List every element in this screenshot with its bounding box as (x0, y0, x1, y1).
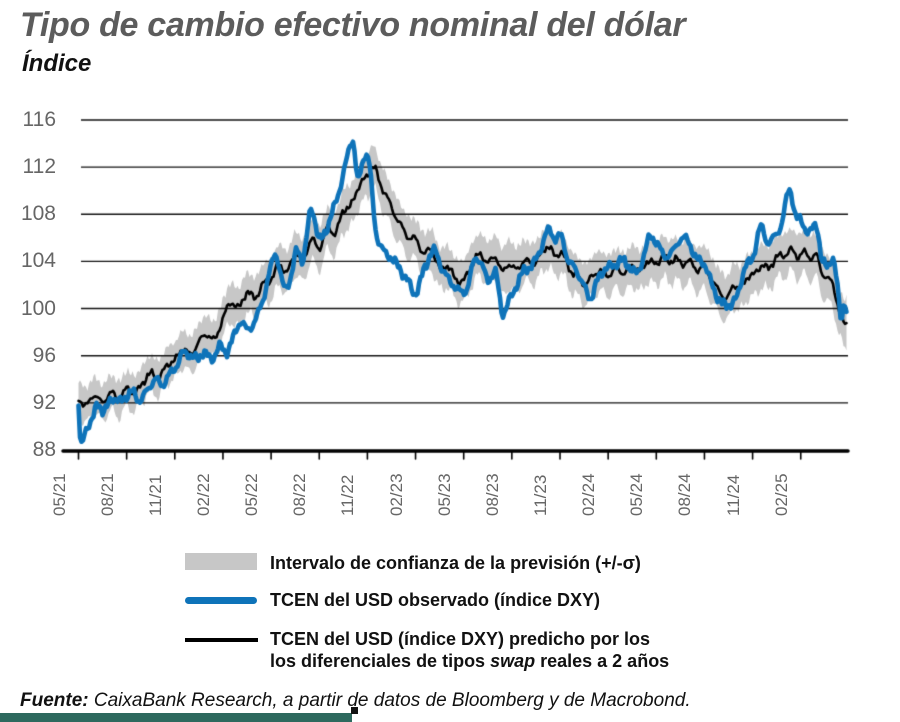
x-tick-label: 08/23 (482, 473, 502, 516)
y-tick-label: 92 (32, 390, 56, 414)
legend-label-observed: TCEN del USD observado (índice DXY) (270, 590, 601, 610)
legend-label-confidence-band: Intervalo de confianza de la previsión (… (270, 553, 641, 573)
confidence-band-swatch (185, 553, 257, 570)
observed-line-swatch (185, 597, 257, 604)
y-tick-label: 100 (20, 296, 56, 320)
x-tick-label: 11/24 (723, 474, 743, 516)
x-tick-label: 11/22 (338, 474, 358, 516)
predicted-label-line1: TCEN del USD (índice DXY) predicho por l… (270, 629, 651, 649)
y-tick-label: 96 (32, 343, 56, 367)
predicted-label-line2-pre: los diferenciales de tipos (270, 651, 491, 671)
x-tick-label: 02/24 (579, 473, 599, 516)
predicted-line-swatch (185, 638, 258, 642)
x-tick-label: 05/22 (242, 473, 262, 516)
source-note: Fuente: CaixaBank Research, a partir de … (20, 690, 691, 712)
x-tick-label: 05/21 (49, 473, 69, 516)
x-tick-label: 05/24 (627, 473, 647, 516)
y-tick-label: 88 (32, 437, 56, 461)
legend-item-confidence-band: Intervalo de confianza de la previsión (… (185, 552, 745, 576)
y-tick-label: 108 (20, 202, 56, 226)
predicted-label-line2-swap: swap (490, 651, 536, 671)
predicted-label-line2-post: reales a 2 años (535, 651, 670, 671)
y-tick-label: 112 (22, 155, 56, 179)
x-tick-label: 08/24 (675, 473, 695, 516)
legend-label-predicted: TCEN del USD (índice DXY) predicho por l… (270, 628, 669, 672)
x-tick-label: 02/22 (193, 473, 213, 516)
y-tick-label: 104 (20, 249, 56, 273)
x-tick-label: 11/23 (531, 474, 550, 516)
source-label: Fuente: (20, 690, 89, 711)
x-tick-label: 08/22 (290, 473, 310, 516)
legend-item-predicted: TCEN del USD (índice DXY) predicho por l… (185, 628, 745, 676)
y-tick-label: 116 (22, 108, 56, 131)
source-text: CaixaBank Research, a partir de datos de… (88, 690, 691, 711)
legend-item-observed: TCEN del USD observado (índice DXY) (185, 589, 745, 613)
x-tick-label: 05/23 (434, 473, 454, 516)
footer-bar (0, 713, 352, 722)
x-tick-label: 02/23 (386, 473, 406, 516)
x-tick-label: 08/21 (97, 473, 117, 516)
x-tick-label: 11/21 (145, 474, 165, 516)
footer-square (351, 707, 358, 714)
x-tick-label: 02/25 (771, 473, 791, 516)
